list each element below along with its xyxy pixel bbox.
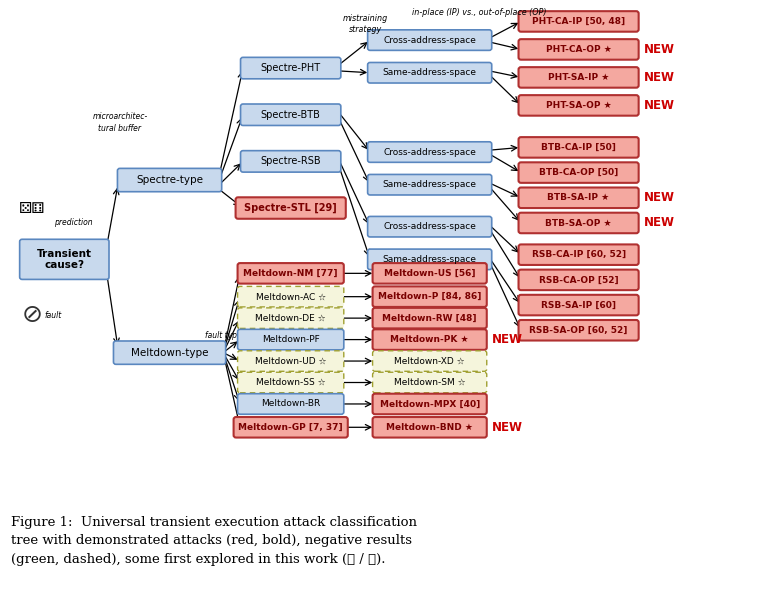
Text: NEW: NEW: [644, 43, 675, 56]
Text: Spectre-PHT: Spectre-PHT: [260, 63, 321, 73]
FancyBboxPatch shape: [238, 308, 343, 329]
Text: NEW: NEW: [644, 192, 675, 204]
FancyBboxPatch shape: [367, 142, 492, 162]
Text: Meltdown-BND ★: Meltdown-BND ★: [387, 423, 474, 432]
FancyBboxPatch shape: [518, 11, 638, 32]
FancyBboxPatch shape: [240, 58, 341, 79]
Text: Same-address-space: Same-address-space: [383, 69, 477, 77]
FancyBboxPatch shape: [518, 213, 638, 233]
Text: mistraining
strategy: mistraining strategy: [343, 14, 388, 34]
Text: Meltdown-PF: Meltdown-PF: [262, 335, 320, 344]
Text: NEW: NEW: [644, 99, 675, 112]
Text: NEW: NEW: [644, 71, 675, 84]
Text: Cross-address-space: Cross-address-space: [383, 222, 476, 231]
Text: Meltdown-SS ☆: Meltdown-SS ☆: [256, 378, 326, 387]
FancyBboxPatch shape: [373, 417, 487, 438]
FancyBboxPatch shape: [238, 351, 343, 371]
Text: Meltdown-type: Meltdown-type: [131, 348, 209, 357]
Text: in-place (IP) vs., out-of-place (OP): in-place (IP) vs., out-of-place (OP): [412, 7, 547, 17]
FancyBboxPatch shape: [240, 104, 341, 125]
Text: Meltdown-US [56]: Meltdown-US [56]: [384, 269, 475, 278]
FancyBboxPatch shape: [238, 263, 343, 283]
FancyBboxPatch shape: [518, 67, 638, 88]
Text: PHT-CA-OP ★: PHT-CA-OP ★: [546, 45, 611, 54]
Text: Meltdown-XD ☆: Meltdown-XD ☆: [394, 357, 465, 365]
Text: Meltdown-GP [7, 37]: Meltdown-GP [7, 37]: [239, 423, 343, 432]
Text: Cross-address-space: Cross-address-space: [383, 35, 476, 45]
Text: Same-address-space: Same-address-space: [383, 180, 477, 189]
FancyBboxPatch shape: [518, 270, 638, 290]
Text: Cross-address-space: Cross-address-space: [383, 147, 476, 157]
FancyBboxPatch shape: [518, 187, 638, 208]
FancyBboxPatch shape: [373, 372, 487, 393]
Text: RSB-SA-IP [60]: RSB-SA-IP [60]: [541, 300, 616, 310]
Text: BTB-SA-OP ★: BTB-SA-OP ★: [545, 218, 612, 228]
Text: Meltdown-PK ★: Meltdown-PK ★: [390, 335, 469, 344]
FancyBboxPatch shape: [236, 197, 346, 218]
FancyBboxPatch shape: [240, 151, 341, 172]
FancyBboxPatch shape: [238, 372, 343, 393]
Text: Figure 1:  Universal transient execution attack classification
tree with demonst: Figure 1: Universal transient execution …: [11, 516, 417, 566]
FancyBboxPatch shape: [518, 162, 638, 183]
FancyBboxPatch shape: [518, 95, 638, 116]
FancyBboxPatch shape: [367, 217, 492, 237]
FancyBboxPatch shape: [518, 295, 638, 315]
FancyBboxPatch shape: [373, 329, 487, 350]
Text: fault type: fault type: [205, 331, 242, 340]
Text: Meltdown-RW [48]: Meltdown-RW [48]: [383, 313, 477, 323]
FancyBboxPatch shape: [373, 263, 487, 283]
FancyBboxPatch shape: [518, 39, 638, 60]
Text: Meltdown-P [84, 86]: Meltdown-P [84, 86]: [378, 292, 481, 301]
Text: NEW: NEW: [492, 333, 524, 346]
FancyBboxPatch shape: [238, 329, 343, 350]
FancyBboxPatch shape: [367, 30, 492, 50]
Text: NEW: NEW: [492, 421, 524, 434]
FancyBboxPatch shape: [113, 341, 226, 364]
Text: Spectre-RSB: Spectre-RSB: [260, 157, 321, 166]
Text: RSB-SA-OP [60, 52]: RSB-SA-OP [60, 52]: [530, 326, 628, 335]
FancyBboxPatch shape: [233, 417, 348, 438]
Text: PHT-SA-IP ★: PHT-SA-IP ★: [548, 73, 609, 82]
FancyBboxPatch shape: [20, 239, 109, 280]
FancyBboxPatch shape: [373, 286, 487, 307]
Text: prediction: prediction: [55, 217, 93, 226]
Text: Meltdown-AC ☆: Meltdown-AC ☆: [256, 292, 326, 301]
FancyBboxPatch shape: [373, 394, 487, 414]
Text: Transient
cause?: Transient cause?: [37, 248, 92, 270]
Text: Same-address-space: Same-address-space: [383, 255, 477, 264]
Text: PHT-SA-OP ★: PHT-SA-OP ★: [546, 101, 611, 110]
FancyBboxPatch shape: [367, 62, 492, 83]
Text: microarchitec-
tural buffer: microarchitec- tural buffer: [92, 112, 148, 133]
FancyBboxPatch shape: [373, 351, 487, 371]
FancyBboxPatch shape: [238, 286, 343, 307]
FancyBboxPatch shape: [238, 394, 343, 414]
Text: Spectre-STL [29]: Spectre-STL [29]: [244, 203, 337, 213]
Text: RSB-CA-OP [52]: RSB-CA-OP [52]: [539, 275, 618, 285]
FancyBboxPatch shape: [518, 244, 638, 265]
Text: Meltdown-UD ☆: Meltdown-UD ☆: [255, 357, 326, 365]
Text: Meltdown-NM [77]: Meltdown-NM [77]: [243, 269, 338, 278]
Text: BTB-CA-OP [50]: BTB-CA-OP [50]: [539, 168, 618, 177]
Text: BTB-SA-IP ★: BTB-SA-IP ★: [547, 193, 610, 203]
Text: Meltdown-DE ☆: Meltdown-DE ☆: [256, 313, 326, 323]
Text: NEW: NEW: [644, 217, 675, 230]
Text: Meltdown-BR: Meltdown-BR: [261, 400, 320, 408]
Text: PHT-CA-IP [50, 48]: PHT-CA-IP [50, 48]: [532, 17, 625, 26]
Text: Meltdown-SM ☆: Meltdown-SM ☆: [393, 378, 466, 387]
Text: ⊘: ⊘: [22, 304, 43, 327]
FancyBboxPatch shape: [118, 168, 222, 192]
Text: BTB-CA-IP [50]: BTB-CA-IP [50]: [541, 143, 616, 152]
FancyBboxPatch shape: [367, 249, 492, 270]
FancyBboxPatch shape: [373, 308, 487, 329]
FancyBboxPatch shape: [367, 174, 492, 195]
FancyBboxPatch shape: [518, 320, 638, 340]
Text: ⚄⚅: ⚄⚅: [19, 201, 45, 215]
Text: Spectre-BTB: Spectre-BTB: [261, 110, 320, 120]
Text: Meltdown-MPX [40]: Meltdown-MPX [40]: [380, 400, 480, 408]
Text: Spectre-type: Spectre-type: [136, 175, 203, 185]
Text: fault: fault: [45, 311, 62, 320]
Text: RSB-CA-IP [60, 52]: RSB-CA-IP [60, 52]: [531, 250, 626, 259]
FancyBboxPatch shape: [518, 137, 638, 158]
